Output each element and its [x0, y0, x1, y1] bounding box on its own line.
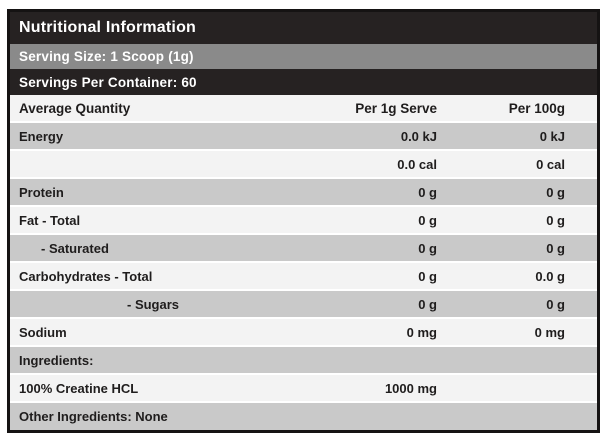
panel-title: Nutritional Information: [19, 19, 197, 36]
value-per-serve: 0 g: [418, 212, 437, 228]
nutrient-label: - Saturated: [41, 240, 109, 256]
serving-size-text: Serving Size: 1 Scoop (1g): [19, 49, 194, 64]
col-header-average-quantity: Average Quantity: [19, 100, 131, 116]
nutrient-row-protein: Protein 0 g 0 g: [10, 179, 597, 207]
value-per-100g: 0.0 g: [535, 268, 565, 284]
nutrient-label: Fat - Total: [19, 212, 81, 228]
ingredient-row-creatine-hcl: 100% Creatine HCL 1000 mg: [10, 375, 597, 403]
value-per-100g: 0 g: [546, 212, 565, 228]
other-ingredients-text: Other Ingredients: None: [19, 409, 168, 424]
value-per-serve: 0.0 cal: [397, 156, 437, 172]
value-per-serve: 0 g: [418, 268, 437, 284]
value-per-100g: 0 mg: [534, 324, 565, 340]
nutrient-row-fat-saturated: - Saturated 0 g 0 g: [10, 235, 597, 263]
nutrient-row-sugars: - Sugars 0 g 0 g: [10, 291, 597, 319]
value-per-100g: 0 g: [546, 240, 565, 256]
servings-per-container-text: Servings Per Container: 60: [19, 74, 197, 90]
value-per-100g: 0 g: [546, 184, 565, 200]
nutrient-row-energy: Energy 0.0 kJ 0 kJ: [10, 123, 597, 151]
nutrient-label: Energy: [19, 128, 64, 144]
value-per-serve: 0 g: [418, 184, 437, 200]
value-per-serve: 0 g: [418, 296, 437, 312]
ingredient-amount: 1000 mg: [384, 380, 437, 396]
panel-title-bar: Nutritional Information: [10, 12, 597, 44]
value-per-serve: 0 g: [418, 240, 437, 256]
nutrient-label: Protein: [19, 184, 64, 200]
nutrient-row-energy-cal: 0.0 cal 0 cal: [10, 151, 597, 179]
ingredients-heading-row: Ingredients:: [10, 347, 597, 375]
col-header-per-100g: Per 100g: [508, 100, 565, 116]
nutrient-label: Carbohydrates - Total: [19, 268, 153, 284]
column-header-row: Average Quantity Per 1g Serve Per 100g: [10, 95, 597, 123]
value-per-100g: 0 g: [546, 296, 565, 312]
nutrient-row-fat-total: Fat - Total 0 g 0 g: [10, 207, 597, 235]
servings-per-container-bar: Servings Per Container: 60: [10, 69, 597, 95]
nutrition-facts-panel: Nutritional Information Serving Size: 1 …: [7, 9, 600, 433]
value-per-serve: 0.0 kJ: [400, 128, 437, 144]
value-per-100g: 0 cal: [536, 156, 565, 172]
nutrient-row-carbohydrates-total: Carbohydrates - Total 0 g 0.0 g: [10, 263, 597, 291]
value-per-serve: 0 mg: [406, 324, 437, 340]
value-per-100g: 0 kJ: [539, 128, 565, 144]
ingredient-label: 100% Creatine HCL: [19, 380, 139, 396]
nutrient-label: Sodium: [19, 324, 67, 340]
ingredients-heading: Ingredients:: [19, 352, 94, 368]
serving-size-bar: Serving Size: 1 Scoop (1g): [10, 44, 597, 69]
nutrient-row-sodium: Sodium 0 mg 0 mg: [10, 319, 597, 347]
col-header-per-1g-serve: Per 1g Serve: [355, 100, 437, 116]
nutrient-label: - Sugars: [127, 296, 180, 312]
other-ingredients-row: Other Ingredients: None: [10, 403, 597, 430]
